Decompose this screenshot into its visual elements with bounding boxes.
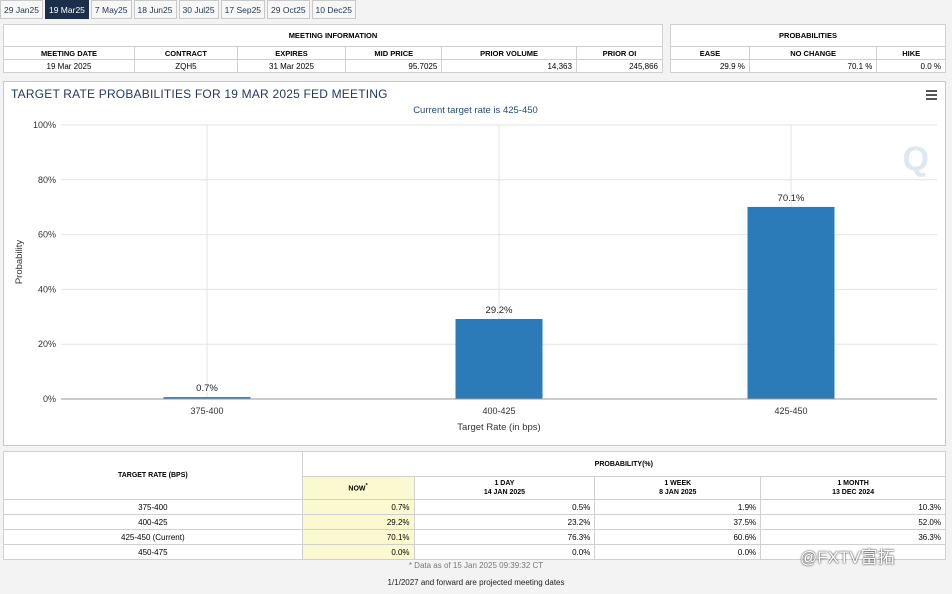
table-row: 375-400 0.7% 0.5% 1.9% 10.3% [3,499,946,515]
y-tick-label: 0% [43,394,56,404]
header-hike: HIKE [876,46,946,60]
header-expires: EXPIRES [236,46,347,60]
header-meeting-date: MEETING DATE [3,46,135,60]
header-prior-volume: PRIOR VOLUME [441,46,577,60]
header-mid-price: MID PRICE [345,46,443,60]
y-tick-label: 60% [38,230,56,240]
quikstrike-q-icon: Q [902,140,929,178]
meeting-information-title: MEETING INFORMATION [3,24,663,47]
meeting-information-table: MEETING INFORMATION MEETING DATE CONTRAC… [3,24,664,73]
data-label: 0.7% [196,383,218,394]
table-row: 450-475 0.0% 0.0% 0.0% [3,544,946,560]
header-1-day: 1 DAY 14 JAN 2025 [413,476,596,500]
x-tick-label: 425-450 [774,406,807,416]
bar-375-400 [163,397,251,399]
data-label: 29.2% [486,305,513,316]
header-1-week: 1 WEEK 8 JAN 2025 [594,476,762,500]
bar-425-450 [747,206,835,399]
hike-value: 0.0 % [876,59,946,73]
header-now: NOW* [301,476,415,500]
probabilities-title: PROBABILITIES [670,24,946,47]
table-row: 400-425 29.2% 23.2% 37.5% 52.0% [3,514,946,530]
header-probability: PROBABILITY(%) [301,451,947,477]
probability-history-table: TARGET RATE (BPS) PROBABILITY(%) NOW* 1 … [3,451,947,560]
no-change-value: 70.1 % [748,59,878,73]
chart-menu-icon[interactable] [926,90,937,102]
data-timestamp-note: * Data as of 15 Jan 2025 09:39:32 CT [408,561,544,570]
header-target-rate: TARGET RATE (BPS) [3,451,303,500]
y-tick-label: 20% [38,339,56,349]
y-axis-title: Probability [14,240,25,285]
x-tick-label: 400-425 [482,406,515,416]
meeting-date-value: 19 Mar 2025 [3,59,135,73]
header-prior-oi: PRIOR OI [575,46,664,60]
x-tick-label: 375-400 [190,406,223,416]
tab-19-mar25[interactable]: 19 Mar25 [44,0,89,19]
expires-value: 31 Mar 2025 [236,59,347,73]
probabilities-table: PROBABILITIES EASE NO CHANGE HIKE 29.9 %… [670,24,946,73]
projected-dates-footer: 1/1/2027 and forward are projected meeti… [387,578,565,587]
contract-value: ZQH5 [134,59,238,73]
data-label: 70.1% [778,193,805,204]
y-tick-label: 100% [33,120,56,130]
tab-7-may25[interactable]: 7 May25 [90,0,132,19]
y-tick-label: 40% [38,284,56,294]
tab-29-oct25[interactable]: 29 Oct25 [267,0,310,19]
chart-title: TARGET RATE PROBABILITIES FOR 19 MAR 202… [11,87,388,101]
y-tick-label: 80% [38,175,56,185]
tab-29-jan25[interactable]: 29 Jan25 [0,0,43,19]
prior-volume-value: 14,363 [441,59,577,73]
tab-30-jul25[interactable]: 30 Jul25 [178,0,219,19]
mid-price-value: 95.7025 [345,59,443,73]
prior-oi-value: 245,866 [575,59,664,73]
bar-400-425 [455,318,543,399]
chart-subtitle: Current target rate is 425-450 [413,105,538,116]
ease-value: 29.9 % [670,59,750,73]
header-1-month: 1 MONTH 13 DEC 2024 [760,476,946,500]
tab-18-jun25[interactable]: 18 Jun25 [133,0,177,19]
probability-bar-chart: 0% 20% 40% 60% 80% 100% 0.7% 375-400 29.2% 400-42… [14,120,937,433]
header-contract: CONTRACT [134,46,238,60]
x-axis-title: Target Rate (in bps) [457,422,540,433]
tab-10-dec25[interactable]: 10 Dec25 [311,0,356,19]
header-no-change: NO CHANGE [748,46,878,60]
watermark-text: @FXTV富拓 [800,548,895,567]
meeting-tabs: 29 Jan25 19 Mar25 7 May25 18 Jun25 30 Ju… [0,0,358,19]
header-ease: EASE [670,46,750,60]
probability-chart-panel: 0% 20% 40% 60% 80% 100% 0.7% 375-400 29.2% 400-42… [3,81,946,446]
tab-17-sep25[interactable]: 17 Sep25 [220,0,266,19]
